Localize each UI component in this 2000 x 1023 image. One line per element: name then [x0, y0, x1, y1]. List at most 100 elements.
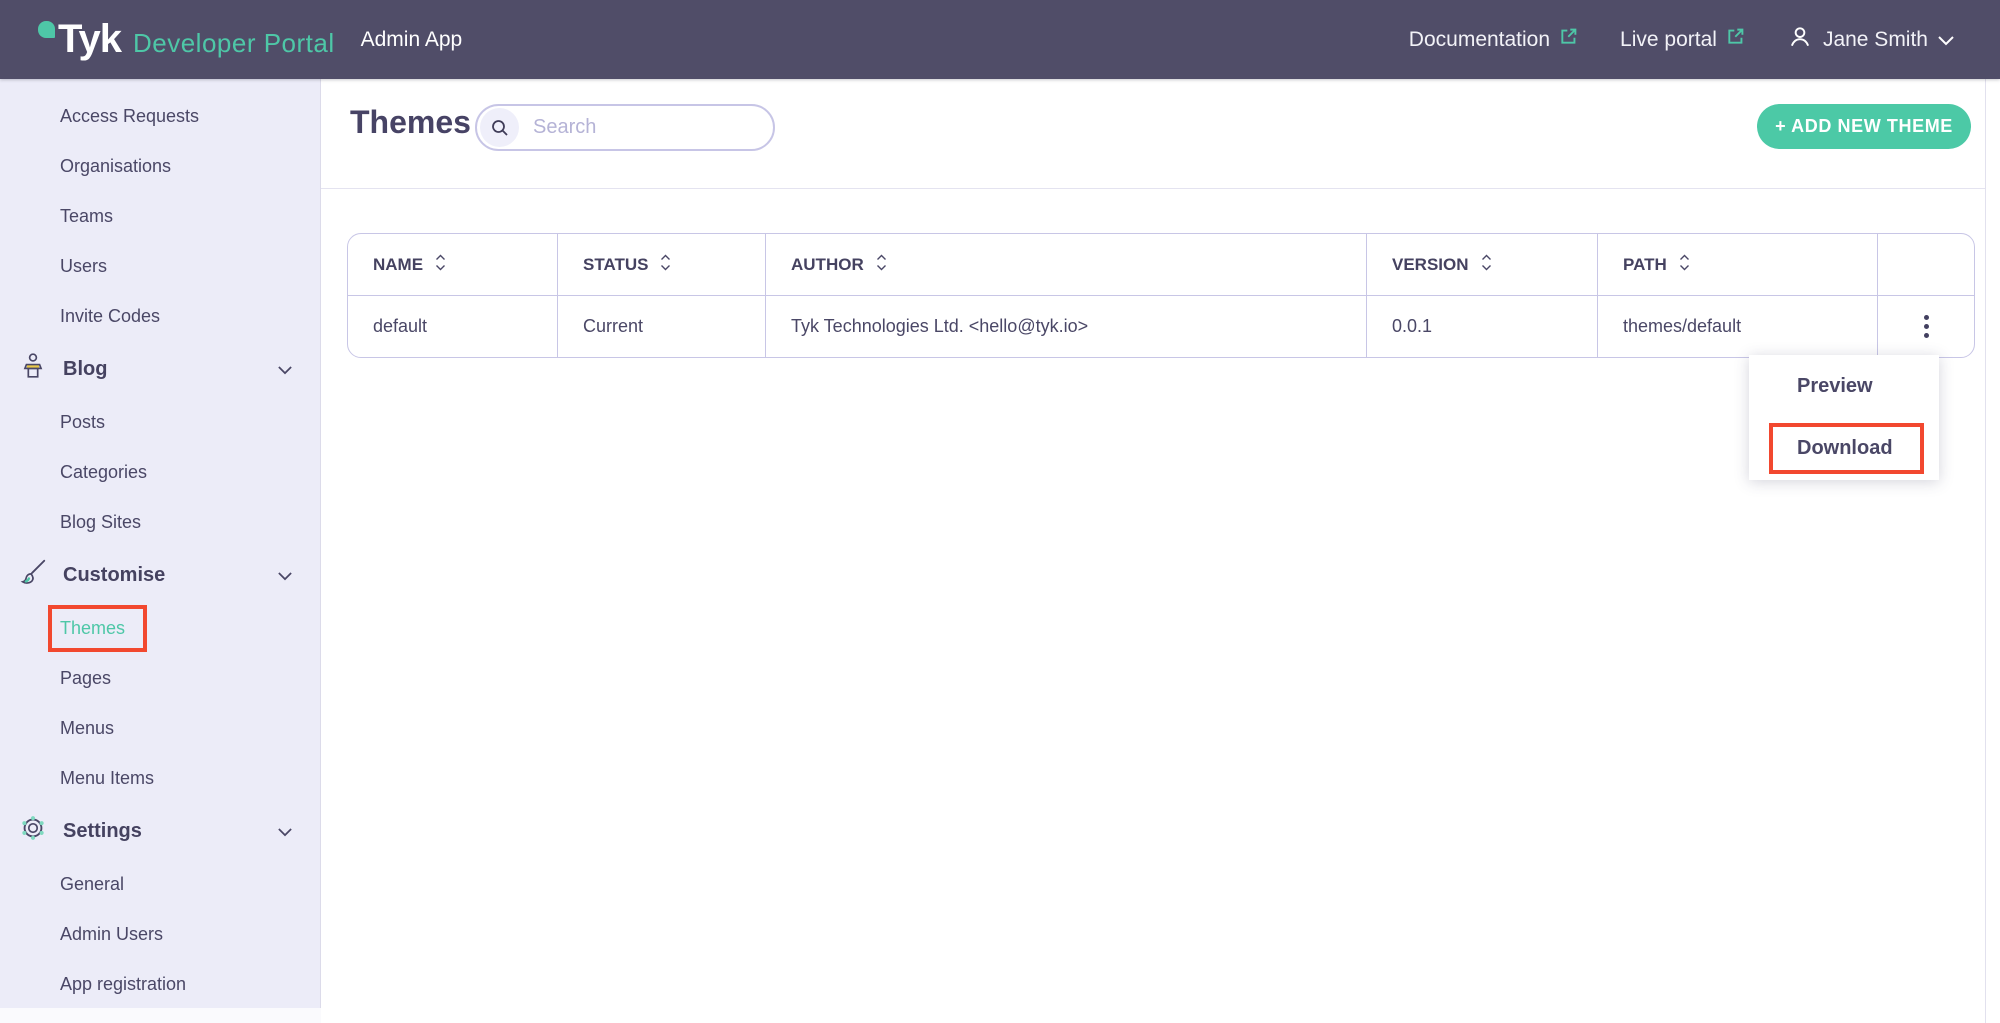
sidebar-item-label: Blog Sites	[60, 511, 142, 532]
column-header-label: AUTHOR	[791, 254, 864, 274]
sidebar-item-label: Admin Users	[60, 923, 164, 944]
cell-actions	[1877, 296, 1974, 357]
sidebar-item-organisations[interactable]: Organisations	[0, 141, 320, 191]
sidebar-item-label: Categories	[60, 461, 148, 482]
chevron-down-icon	[278, 820, 292, 843]
table-row: default Current Tyk Technologies Ltd. <h…	[348, 296, 1974, 357]
column-header-actions	[1877, 234, 1974, 295]
external-link-icon	[1559, 27, 1578, 52]
column-header-label: STATUS	[583, 254, 649, 274]
sidebar-item-menu-items[interactable]: Menu Items	[0, 753, 320, 803]
live-portal-link[interactable]: Live portal	[1620, 27, 1745, 52]
sidebar-item-categories[interactable]: Categories	[0, 447, 320, 497]
sidebar-item-menus[interactable]: Menus	[0, 703, 320, 753]
sidebar-section-label: Customise	[63, 563, 166, 586]
sidebar-item-admin-users[interactable]: Admin Users	[0, 909, 320, 959]
cell-path: themes/default	[1597, 296, 1877, 357]
table-header-row: NAME STATUS AUTHOR VERSION PATH	[348, 234, 1974, 296]
sidebar-item-invite-codes[interactable]: Invite Codes	[0, 291, 320, 341]
chevron-down-icon	[278, 564, 292, 587]
page-title: Themes	[350, 104, 471, 140]
cell-name: default	[373, 316, 428, 336]
cell-status: Current	[557, 296, 765, 357]
sidebar-item-posts[interactable]: Posts	[0, 397, 320, 447]
user-icon	[1787, 24, 1813, 56]
chevron-down-icon	[1938, 28, 1954, 52]
sidebar-section-label: Settings	[63, 819, 142, 842]
highlight-box-download: Download	[1769, 422, 1924, 474]
column-header-label: PATH	[1623, 254, 1667, 274]
sidebar-item-teams[interactable]: Teams	[0, 191, 320, 241]
sidebar-item-pages[interactable]: Pages	[0, 653, 320, 703]
sidebar: Access Requests Organisations Teams User…	[0, 79, 321, 1008]
tyk-logo: Tyk Developer Portal	[38, 17, 335, 62]
sidebar-item-app-registration[interactable]: App registration	[0, 959, 320, 1009]
sort-icon	[660, 254, 671, 276]
sidebar-item-label: App registration	[60, 973, 187, 994]
column-header-version[interactable]: VERSION	[1366, 234, 1597, 295]
documentation-link[interactable]: Documentation	[1409, 27, 1578, 52]
menu-item-label: Preview	[1797, 374, 1873, 397]
column-header-label: VERSION	[1392, 254, 1469, 274]
sort-icon	[1679, 254, 1690, 276]
chevron-down-icon	[278, 358, 292, 381]
sidebar-item-access-requests[interactable]: Access Requests	[0, 91, 320, 141]
sidebar-item-label: Organisations	[60, 155, 172, 176]
content-divider	[321, 188, 1985, 189]
user-name: Jane Smith	[1822, 27, 1928, 51]
sidebar-item-general[interactable]: General	[0, 859, 320, 909]
header-nav: Documentation Live portal Jane Smith	[1409, 24, 1954, 56]
sidebar-section-label: Blog	[63, 357, 108, 380]
live-portal-link-label: Live portal	[1620, 27, 1717, 51]
cell-author: Tyk Technologies Ltd. <hello@tyk.io>	[765, 296, 1366, 357]
sidebar-item-label: Access Requests	[60, 105, 200, 126]
app-label: Admin App	[360, 27, 463, 51]
menu-item-preview[interactable]: Preview	[1749, 355, 1939, 417]
sidebar-item-label: Pages	[60, 667, 112, 688]
column-header-path[interactable]: PATH	[1597, 234, 1877, 295]
sidebar-section-settings[interactable]: Settings	[0, 803, 320, 859]
paintbrush-icon	[18, 557, 48, 593]
search-box[interactable]	[475, 104, 775, 151]
sidebar-item-blog-sites[interactable]: Blog Sites	[0, 497, 320, 547]
sidebar-item-label: Themes	[60, 617, 126, 638]
scrollbar-track[interactable]	[1985, 79, 2000, 1023]
documentation-link-label: Documentation	[1408, 27, 1551, 51]
sidebar-item-label: Menu Items	[60, 767, 155, 788]
column-header-label: NAME	[373, 254, 424, 274]
sort-icon	[1481, 254, 1492, 276]
blog-icon	[18, 351, 48, 387]
sidebar-item-label: Invite Codes	[60, 305, 161, 326]
sidebar-item-label: Teams	[60, 205, 114, 226]
sort-icon	[435, 254, 446, 276]
column-header-author[interactable]: AUTHOR	[765, 234, 1366, 295]
themes-table: NAME STATUS AUTHOR VERSION PATH	[347, 233, 1975, 358]
gear-icon	[18, 813, 48, 849]
sidebar-item-label: Menus	[60, 717, 115, 738]
brand-product: Developer Portal	[132, 28, 335, 58]
search-icon	[480, 108, 519, 147]
column-header-name[interactable]: NAME	[348, 234, 557, 295]
sidebar-item-label: Posts	[60, 411, 106, 432]
sidebar-section-customise[interactable]: Customise	[0, 547, 320, 603]
external-link-icon	[1726, 27, 1745, 52]
row-context-menu: Preview Download	[1749, 355, 1939, 480]
brand-name: Tyk	[58, 17, 122, 61]
kebab-menu-icon[interactable]	[1910, 307, 1943, 346]
highlight-box-themes: Themes	[48, 604, 148, 652]
sidebar-section-blog[interactable]: Blog	[0, 341, 320, 397]
tyk-leaf-icon	[38, 21, 55, 38]
cell-version: 0.0.1	[1366, 296, 1597, 357]
sidebar-item-label: General	[60, 873, 125, 894]
top-header: Tyk Developer Portal Admin App Documenta…	[0, 0, 2000, 79]
column-header-status[interactable]: STATUS	[557, 234, 765, 295]
sidebar-bottom-fade	[0, 1008, 321, 1023]
menu-item-label: Download	[1797, 436, 1893, 459]
sort-icon	[876, 254, 887, 276]
menu-item-download[interactable]: Download	[1749, 417, 1939, 479]
user-menu[interactable]: Jane Smith	[1787, 24, 1954, 56]
search-input[interactable]	[533, 116, 743, 139]
sidebar-item-users[interactable]: Users	[0, 241, 320, 291]
add-new-theme-button[interactable]: + ADD NEW THEME	[1757, 104, 1971, 149]
sidebar-item-themes[interactable]: Themes	[0, 603, 320, 653]
